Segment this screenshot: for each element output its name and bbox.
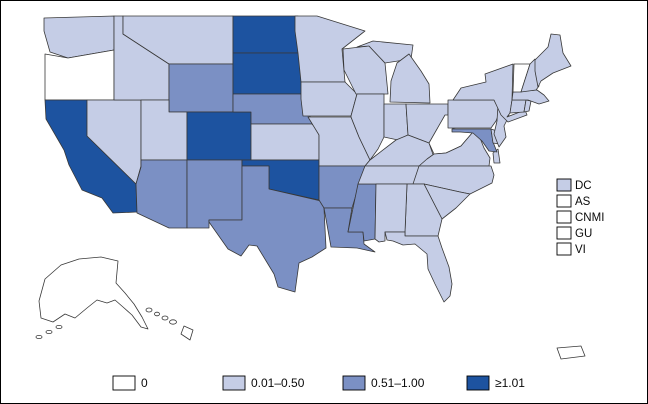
state-in bbox=[383, 103, 409, 141]
state-al bbox=[374, 183, 408, 243]
state-nh bbox=[520, 58, 540, 93]
state-sd bbox=[232, 52, 305, 95]
state-hi-island bbox=[154, 311, 160, 317]
states-layer bbox=[35, 15, 586, 360]
state-ak bbox=[38, 256, 149, 330]
legend-label-low: 0.01–0.50 bbox=[251, 376, 305, 390]
state-ia bbox=[300, 81, 358, 117]
legend-swatch-zero bbox=[112, 375, 136, 391]
territory-label-gu: GU bbox=[575, 228, 592, 240]
state-ak-aleutian-island bbox=[35, 334, 43, 339]
territory-box-as bbox=[556, 194, 572, 208]
state-wy bbox=[168, 63, 234, 113]
state-hi-island bbox=[169, 319, 177, 325]
state-la bbox=[323, 207, 376, 253]
state-ny bbox=[452, 63, 528, 123]
state-fl bbox=[384, 231, 453, 303]
territory-label-vi: VI bbox=[575, 244, 586, 256]
territory-legend: DC AS CNMI GU VI bbox=[556, 178, 604, 256]
territory-label-dc: DC bbox=[575, 180, 592, 192]
state-nm bbox=[186, 159, 243, 229]
territory-label-as: AS bbox=[575, 196, 591, 208]
state-nd bbox=[232, 15, 302, 54]
state-ak-aleutian-island bbox=[45, 329, 53, 334]
state-az bbox=[135, 159, 188, 229]
legend-label-high: ≥1.01 bbox=[495, 376, 525, 390]
state-mi-lower bbox=[389, 53, 431, 104]
state-ma bbox=[511, 89, 550, 105]
territory-box-cnmi bbox=[556, 210, 572, 224]
state-me bbox=[534, 33, 572, 88]
state-hi-island bbox=[145, 307, 153, 313]
legend-swatch-mid bbox=[342, 375, 366, 391]
state-hi-island bbox=[180, 325, 194, 341]
state-ct bbox=[509, 99, 527, 114]
legend-swatch-high bbox=[466, 375, 490, 391]
state-ak-aleutian-island bbox=[55, 324, 63, 329]
state-va bbox=[418, 131, 491, 167]
state-hi-island bbox=[161, 315, 169, 321]
state-ks bbox=[250, 123, 320, 161]
legend-swatch-low bbox=[222, 375, 246, 391]
territory-box-gu bbox=[556, 226, 572, 240]
legend-label-zero: 0 bbox=[141, 376, 148, 390]
state-co bbox=[186, 111, 252, 161]
territory-pr bbox=[556, 345, 586, 360]
state-or bbox=[44, 49, 115, 101]
territory-box-dc bbox=[556, 178, 572, 192]
rate-legend: 0 0.01–0.50 0.51–1.00 ≥1.01 bbox=[112, 375, 525, 391]
territory-box-vi bbox=[556, 242, 572, 256]
state-pa bbox=[447, 99, 501, 129]
legend-label-mid: 0.51–1.00 bbox=[371, 376, 425, 390]
territory-label-cnmi: CNMI bbox=[575, 212, 604, 224]
